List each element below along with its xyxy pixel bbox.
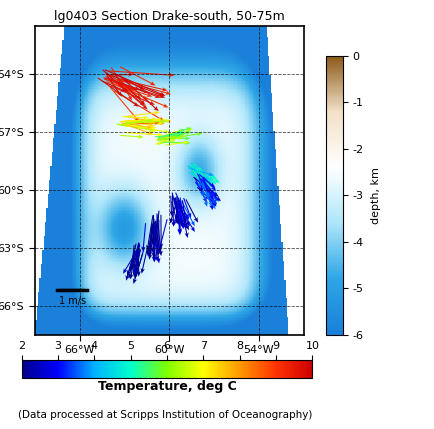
Title: lg0403 Section Drake-south, 50-75m: lg0403 Section Drake-south, 50-75m [54, 10, 285, 23]
Text: 1 m/s: 1 m/s [59, 296, 85, 306]
Y-axis label: depth, km: depth, km [371, 167, 381, 224]
Text: (Data processed at Scripps Institution of Oceanography): (Data processed at Scripps Institution o… [18, 411, 312, 420]
X-axis label: Temperature, deg C: Temperature, deg C [98, 380, 237, 393]
